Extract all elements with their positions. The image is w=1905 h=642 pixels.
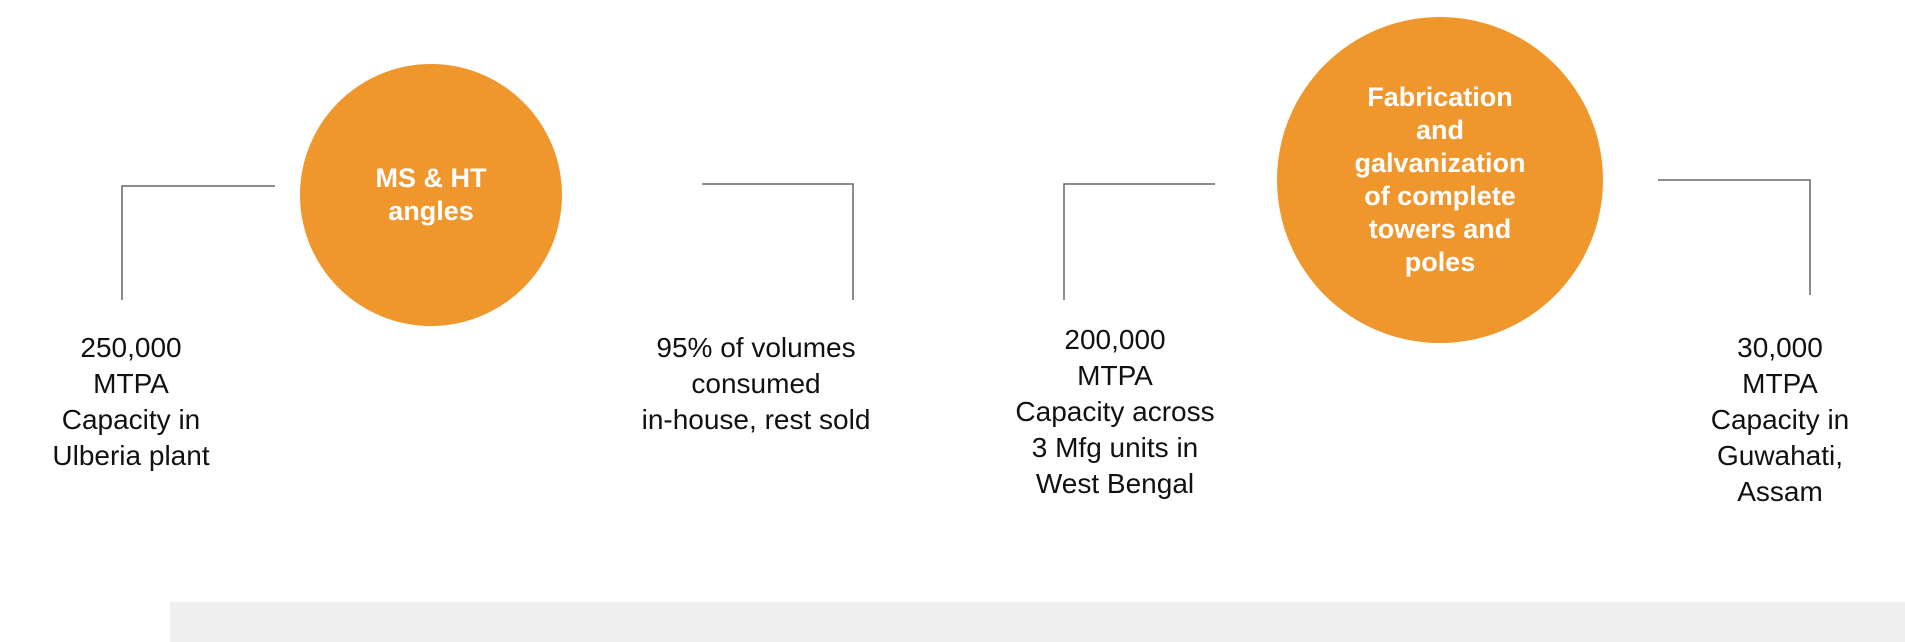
text-line: 30,000 — [1737, 332, 1823, 363]
text-line: 250,000 — [80, 332, 182, 363]
circle — [1277, 17, 1603, 343]
text-line: MTPA — [1077, 360, 1153, 391]
stat-text: 250,000 MTPA Capacity in Ulberia plant — [52, 330, 209, 474]
text-line: Fabrication — [1367, 82, 1513, 112]
text-line: 3 Mfg units in — [1031, 432, 1199, 463]
text-line: poles — [1404, 247, 1476, 277]
stat-text: 95% of volumes consumed in-house, rest sol… — [642, 330, 871, 438]
circle — [300, 64, 562, 326]
text-line: MTPA — [1742, 368, 1818, 399]
bracket-line — [1658, 179, 1811, 295]
text-line: galvanization — [1354, 148, 1526, 178]
text-line: of complete — [1364, 181, 1516, 211]
text-line: MTPA — [93, 368, 169, 399]
bracket-line — [1063, 183, 1215, 300]
text-line: Capacity across — [1015, 396, 1215, 427]
footer-band — [170, 602, 1905, 642]
text-line: towers and — [1368, 214, 1512, 244]
text-line: 95% of volumes — [656, 332, 856, 363]
text-line: Ulberia plant — [52, 440, 210, 471]
text-line: angles — [388, 196, 474, 226]
bracket-line — [702, 183, 854, 300]
stat-text: 200,000 MTPA Capacity across 3 Mfg units in… — [1015, 322, 1214, 502]
circle-label: Fabrication and galvanization of complete to… — [1354, 81, 1525, 279]
bracket-line — [121, 185, 275, 300]
text-line: MS & HT — [375, 163, 487, 193]
circle-label: MS & HT angles — [376, 162, 487, 228]
text-line: Guwahati, — [1716, 440, 1844, 471]
text-line: Capacity in — [61, 404, 201, 435]
text-line: West Bengal — [1035, 468, 1195, 499]
text-line: consumed — [691, 368, 821, 399]
stat-text: 30,000 MTPA Capacity in Guwahati, Assam — [1711, 330, 1850, 510]
text-line: Assam — [1737, 476, 1823, 507]
text-line: and — [1415, 115, 1464, 145]
text-line: 200,000 — [1064, 324, 1166, 355]
text-line: in-house, rest sold — [641, 404, 871, 435]
text-line: Capacity in — [1710, 404, 1850, 435]
